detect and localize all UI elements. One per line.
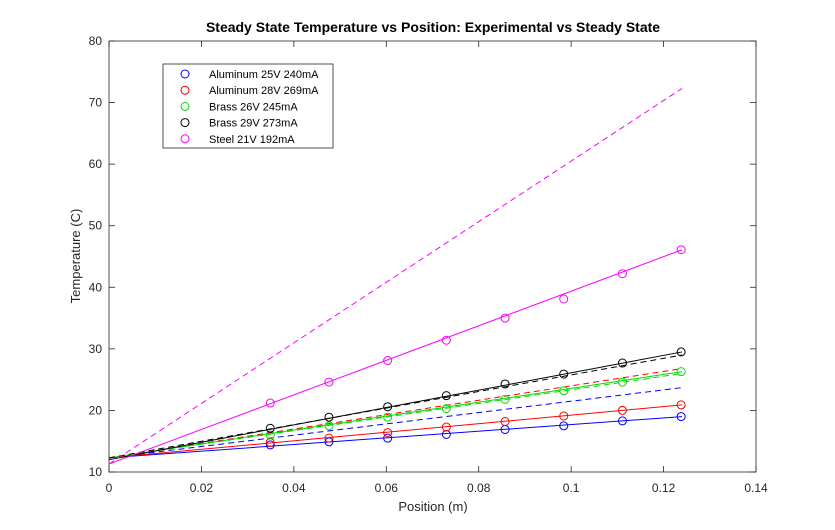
y-tick-label: 50 (89, 219, 103, 233)
legend-marker (180, 118, 190, 128)
steady-state-line (108, 368, 683, 459)
legend-label: Aluminum 25V 240mA (209, 69, 319, 81)
x-ticks: 0 0.02 0.04 0.06 0.08 0.1 0.12 0.14 (106, 41, 768, 495)
x-tick-label: 0.14 (744, 481, 768, 495)
data-point (500, 394, 510, 404)
data-point (559, 386, 569, 396)
y-axis-label: Temperature (C) (68, 209, 83, 304)
legend-label: Steel 21V 192mA (209, 134, 295, 146)
legend-label: Brass 26V 245mA (209, 101, 298, 113)
legend-marker (180, 134, 190, 144)
experimental-fit-line (108, 404, 683, 459)
steady-state-line (108, 87, 683, 465)
legend-label: Brass 29V 273mA (209, 118, 298, 130)
data-point (500, 379, 510, 389)
data-point (676, 400, 686, 410)
legend-label: Aluminum 28V 269mA (209, 85, 319, 97)
legend-box (162, 63, 334, 149)
y-tick-label: 30 (89, 342, 103, 356)
data-point (617, 405, 627, 415)
data-point (441, 391, 451, 401)
x-tick-label: 0.08 (467, 481, 491, 495)
data-point (676, 367, 686, 377)
y-tick-label: 80 (89, 34, 103, 48)
data-point (383, 356, 393, 366)
legend-items: Aluminum 25V 240mA Aluminum 28V 269mA Bras… (180, 69, 319, 146)
y-tick-label: 40 (89, 280, 103, 294)
data-point (324, 421, 334, 431)
series-2 (108, 367, 686, 459)
data-point (559, 369, 569, 379)
data-point (559, 411, 569, 421)
data-point (441, 429, 451, 439)
series-layer (108, 87, 686, 465)
data-point (324, 412, 334, 422)
data-point (676, 412, 686, 422)
legend-marker (180, 101, 190, 111)
data-point (265, 398, 275, 408)
x-tick-label: 0.12 (652, 481, 676, 495)
data-point (559, 421, 569, 431)
data-point (324, 433, 334, 443)
legend: Aluminum 25V 240mA Aluminum 28V 269mA Bras… (162, 63, 334, 149)
y-tick-label: 20 (89, 403, 103, 417)
series-0 (108, 387, 686, 459)
data-point (383, 433, 393, 443)
x-tick-label: 0.1 (563, 481, 580, 495)
experimental-fit-line (108, 249, 683, 465)
series-4 (108, 87, 686, 465)
data-point (441, 404, 451, 414)
x-tick-label: 0.04 (282, 481, 306, 495)
experimental-fit-line (108, 351, 683, 461)
experimental-fit-line (108, 416, 683, 459)
chart-title: Steady State Temperature vs Position: Ex… (206, 19, 660, 35)
y-tick-label: 60 (89, 157, 103, 171)
y-tick-label: 10 (89, 465, 103, 479)
data-point (265, 437, 275, 447)
data-point (676, 245, 686, 255)
experimental-fit-line (108, 371, 683, 459)
data-point (559, 294, 569, 304)
data-point (324, 377, 334, 387)
series-1 (108, 368, 686, 459)
legend-marker (180, 85, 190, 95)
y-ticks: 10 20 30 40 50 60 70 80 (89, 34, 756, 479)
data-point (265, 423, 275, 433)
data-point (383, 402, 393, 412)
data-point (383, 412, 393, 422)
data-point (617, 377, 627, 387)
data-point (265, 430, 275, 440)
data-point (617, 269, 627, 279)
data-point (676, 347, 686, 357)
steady-state-line (108, 372, 683, 459)
data-point (441, 422, 451, 432)
steady-state-line (108, 387, 683, 459)
data-point (441, 335, 451, 345)
data-point (617, 358, 627, 368)
data-point (265, 440, 275, 450)
x-tick-label: 0.02 (190, 481, 214, 495)
data-point (500, 417, 510, 427)
legend-marker (180, 69, 190, 79)
x-tick-label: 0.06 (375, 481, 399, 495)
x-tick-label: 0 (106, 481, 113, 495)
data-point (617, 416, 627, 426)
x-axis-label: Position (m) (398, 499, 467, 514)
steady-state-line (108, 354, 683, 459)
data-point (500, 313, 510, 323)
y-tick-label: 70 (89, 96, 103, 110)
data-point (383, 428, 393, 438)
series-3 (108, 347, 686, 461)
